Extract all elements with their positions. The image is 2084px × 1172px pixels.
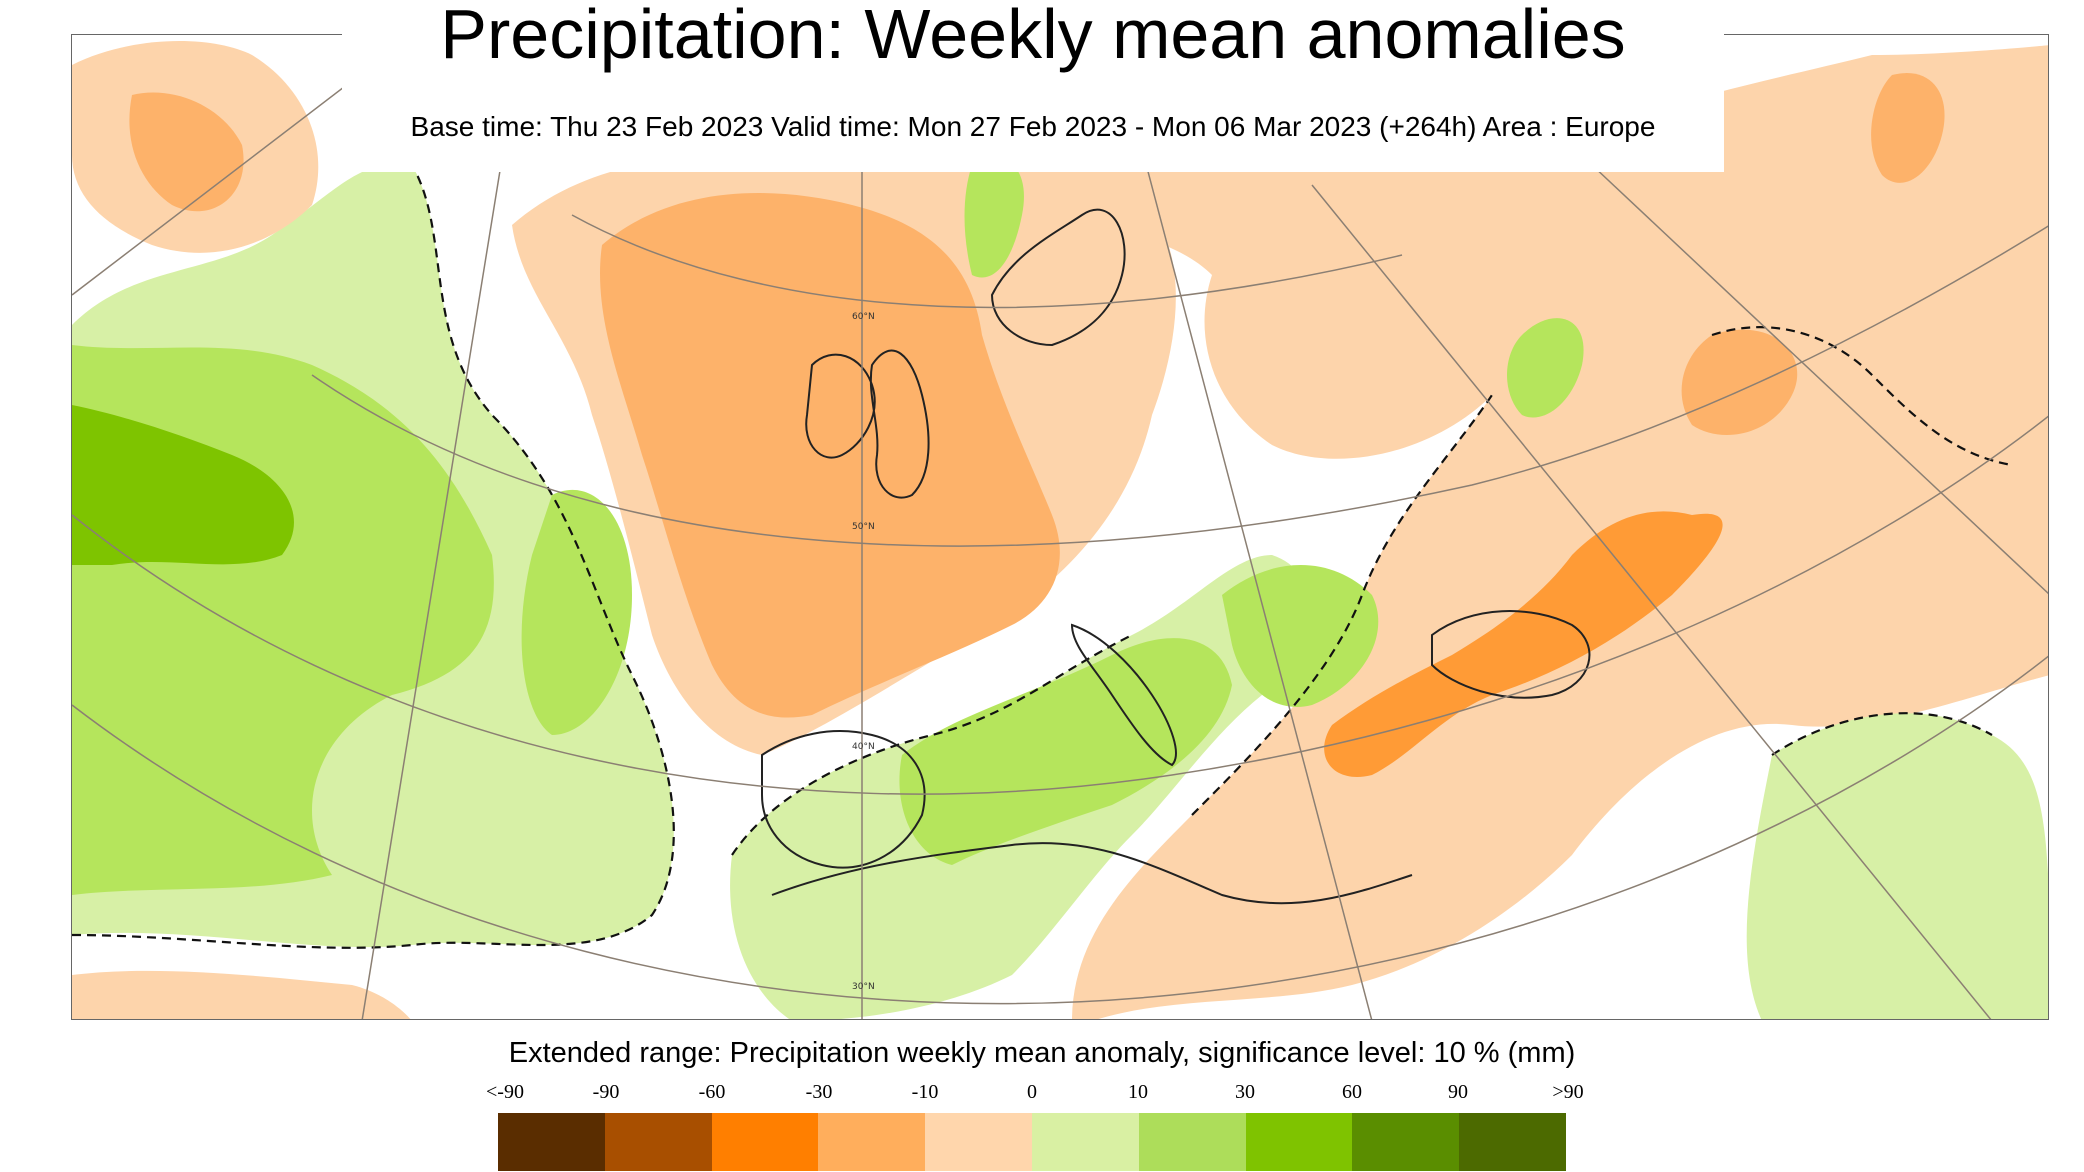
legend-swatch [1352, 1113, 1460, 1171]
southwest-orange-region [72, 970, 411, 1019]
azores-green-region [521, 489, 632, 735]
meridian-e [1591, 164, 2048, 595]
legend-swatch [1245, 1113, 1353, 1171]
parallel-40n [72, 415, 2048, 795]
greenland-mid-orange-region [129, 92, 244, 212]
legend-label: 60 [1342, 1081, 1362, 1103]
parallel-30n [72, 655, 2048, 1005]
legend-label: >90 [1552, 1081, 1584, 1103]
page-title: Precipitation: Weekly mean anomalies [440, 0, 1626, 73]
lat-label-50: 50°N [852, 522, 875, 532]
east-europe-light-orange-region [1032, 45, 2048, 1019]
middle-east-significance-contour [1771, 712, 1993, 756]
scandinavia-coastline [990, 208, 1126, 347]
legend-swatch [1459, 1113, 1566, 1171]
north-africa-coastline [771, 842, 1413, 905]
parallel-50n [311, 225, 2048, 547]
lat-label-60: 60°N [852, 312, 875, 322]
legend-swatch [925, 1113, 1032, 1171]
legend-swatch [1031, 1113, 1139, 1171]
page-subtitle: Base time: Thu 23 Feb 2023 Valid time: M… [410, 111, 1656, 142]
legend-swatch [1138, 1113, 1246, 1171]
lat-label-40: 40°N [852, 742, 875, 752]
legend-colorbar [498, 1113, 1566, 1171]
black-sea-coastline [1431, 610, 1591, 699]
legend-swatch [498, 1113, 605, 1171]
graticule [72, 35, 2048, 1019]
east-orange-band-region [1324, 511, 1723, 777]
legend-label: -30 [805, 1081, 833, 1103]
russia-orange-region [1681, 329, 1798, 435]
iberia-coastline [761, 730, 926, 869]
baltic-green-region [1507, 318, 1584, 418]
lat-label-30: 30°N [852, 982, 875, 992]
british-isles-coastline [805, 349, 930, 499]
mediterranean-green-region [899, 638, 1232, 865]
latitude-labels: 60°N 50°N 40°N 30°N [852, 312, 875, 992]
norway-green-region [964, 157, 1024, 278]
legend-swatch [604, 1113, 712, 1171]
russia-significance-contour [1711, 326, 2013, 467]
italy-coastline [1070, 623, 1177, 767]
meridian-c [1111, 35, 1373, 1019]
legend-label: -90 [592, 1081, 620, 1103]
anomaly-shading [72, 41, 2048, 1019]
atlantic-strong-green-region [72, 405, 294, 565]
legend-label: -10 [911, 1081, 939, 1103]
middle-east-light-green-region [1746, 713, 2048, 1019]
significance-contours [72, 164, 2013, 949]
legend-label: -60 [698, 1081, 726, 1103]
legend-label: <-90 [486, 1081, 524, 1103]
east-significance-contour [1191, 394, 1493, 816]
legend-label: 10 [1128, 1081, 1148, 1103]
coastlines [761, 208, 1591, 905]
legend-swatch [711, 1113, 819, 1171]
parallel-60n [571, 214, 1403, 309]
legend-labels: <-90 -90 -60 -30 -10 0 10 30 60 90 >90 [0, 1080, 2084, 1106]
atlantic-significance-contour [72, 164, 675, 949]
north-russia-orange-region [1871, 73, 1945, 183]
title-panel: Precipitation: Weekly mean anomalies Bas… [342, 0, 1724, 172]
west-europe-orange-region [600, 193, 1060, 718]
meridian-a [361, 35, 523, 1019]
legend-label: 30 [1235, 1081, 1255, 1103]
legend-swatch [818, 1113, 926, 1171]
legend-label: 0 [1027, 1081, 1037, 1103]
legend-label: 90 [1448, 1081, 1468, 1103]
meridian-d [1311, 184, 1992, 1019]
anomaly-map: 60°N 50°N 40°N 30°N [71, 34, 2049, 1020]
legend-title: Extended range: Precipitation weekly mea… [508, 1037, 1576, 1069]
